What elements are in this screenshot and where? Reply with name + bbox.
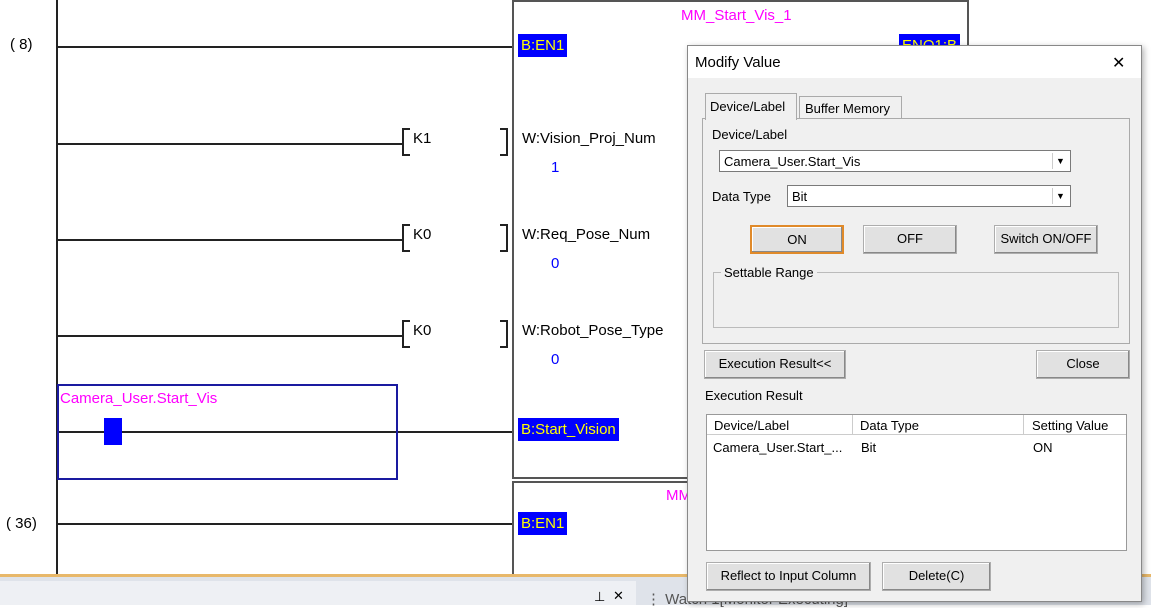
switch-on-off-button[interactable]: Switch ON/OFF xyxy=(994,225,1098,254)
cell: ON xyxy=(1033,440,1053,455)
start-vision-input: B:Start_Vision xyxy=(518,418,619,441)
title-bar xyxy=(688,46,1141,78)
modify-value-dialog: Modify Value ✕ Device/Label Buffer Memor… xyxy=(687,45,1142,602)
rung-line xyxy=(57,335,402,337)
fb-input-label: W:Robot_Pose_Type xyxy=(522,322,664,339)
rung-line xyxy=(57,143,402,145)
fb-input-value: 0 xyxy=(551,255,560,272)
chevron-down-icon[interactable]: ▼ xyxy=(1052,188,1068,204)
table-row[interactable]: Camera_User.Start_... Bit ON xyxy=(707,437,1126,457)
step-number: ( 8) xyxy=(10,36,33,53)
constant-value[interactable]: K0 xyxy=(413,322,432,339)
fb-input-value: 1 xyxy=(551,159,560,176)
chevron-down-icon[interactable]: ▼ xyxy=(1052,153,1068,169)
data-type-combo[interactable]: Bit ▼ xyxy=(787,185,1071,207)
selected-contact-cursor[interactable] xyxy=(57,384,398,480)
settable-range-label: Settable Range xyxy=(721,265,817,280)
tab-label: Device/Label xyxy=(710,99,786,114)
contact-label: Camera_User.Start_Vis xyxy=(60,390,218,407)
constant-bracket xyxy=(402,320,410,348)
panel-header xyxy=(0,581,636,605)
column-header[interactable]: Data Type xyxy=(853,415,1024,435)
constant-value[interactable]: K0 xyxy=(413,226,432,243)
combo-value: Camera_User.Start_Vis xyxy=(724,154,861,169)
constant-bracket xyxy=(402,224,410,252)
settable-range-group xyxy=(713,272,1119,328)
cell: Bit xyxy=(861,440,877,455)
function-block-title: MM xyxy=(666,487,691,504)
on-button[interactable]: ON xyxy=(750,225,844,254)
rung-line xyxy=(57,46,513,48)
pin-icon[interactable]: ⊥ xyxy=(594,589,606,604)
tab-buffer-memory[interactable]: Buffer Memory xyxy=(799,96,902,119)
device-label-combo[interactable]: Camera_User.Start_Vis ▼ xyxy=(719,150,1071,172)
device-label-caption: Device/Label xyxy=(712,127,788,142)
step-number: ( 36) xyxy=(6,515,37,532)
rung-line xyxy=(57,523,513,525)
tab-device-label[interactable]: Device/Label xyxy=(705,93,797,120)
fb-input-label: W:Vision_Proj_Num xyxy=(522,130,656,147)
close-icon[interactable]: ✕ xyxy=(613,588,624,603)
function-block-title: MM_Start_Vis_1 xyxy=(681,7,792,24)
execution-result-table: Device/Label Data Type Setting Value Cam… xyxy=(706,414,1127,551)
dialog-title: Modify Value xyxy=(695,54,781,71)
close-icon[interactable]: ✕ xyxy=(1112,55,1126,72)
execution-result-label: Execution Result xyxy=(705,388,803,403)
constant-value[interactable]: K1 xyxy=(413,130,432,147)
rung-line xyxy=(57,431,513,433)
column-header[interactable]: Device/Label xyxy=(707,415,853,435)
divider xyxy=(0,574,1151,577)
constant-bracket xyxy=(500,128,508,156)
fb-input-label: W:Req_Pose_Num xyxy=(522,226,651,243)
left-power-rail xyxy=(56,0,58,575)
column-header[interactable]: Setting Value xyxy=(1032,418,1109,433)
delete-button[interactable]: Delete(C) xyxy=(882,562,991,591)
constant-bracket xyxy=(500,224,508,252)
close-button[interactable]: Close xyxy=(1036,350,1130,379)
off-button[interactable]: OFF xyxy=(863,225,957,254)
constant-bracket xyxy=(402,128,410,156)
tab-label: Buffer Memory xyxy=(805,101,891,116)
en-input: B:EN1 xyxy=(518,34,568,57)
table-header: Device/Label Data Type Setting Value xyxy=(707,415,1126,435)
cell: Camera_User.Start_... xyxy=(713,440,843,455)
fb-input-value: 0 xyxy=(551,351,560,368)
en-input: B:EN1 xyxy=(518,512,568,535)
reflect-to-input-column-button[interactable]: Reflect to Input Column xyxy=(706,562,871,591)
contact-on-indicator xyxy=(104,418,122,445)
rung-line xyxy=(57,239,402,241)
constant-bracket xyxy=(500,320,508,348)
data-type-caption: Data Type xyxy=(712,189,772,204)
combo-value: Bit xyxy=(792,189,808,204)
execution-result-toggle-button[interactable]: Execution Result<< xyxy=(704,350,846,379)
